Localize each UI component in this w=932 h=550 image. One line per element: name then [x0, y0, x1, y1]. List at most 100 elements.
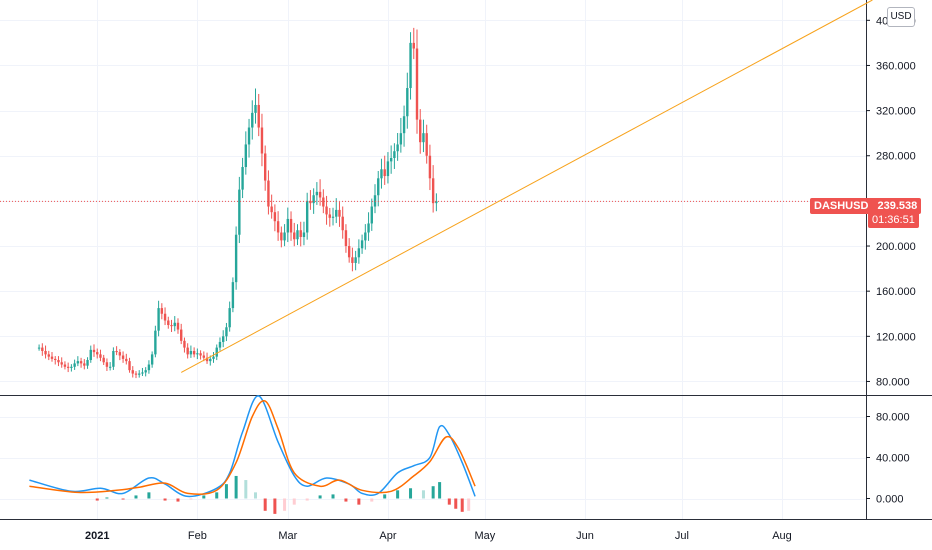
candle-body: [144, 370, 147, 373]
candle-body: [367, 223, 370, 233]
candle-body: [199, 353, 202, 356]
candle-body: [409, 42, 412, 89]
candle-body: [373, 195, 377, 207]
candle-body: [338, 209, 341, 217]
candle-body: [41, 347, 44, 351]
candle-body: [47, 354, 50, 357]
candle-body: [335, 209, 338, 217]
time-axis-label: Apr: [379, 530, 396, 542]
candle-body: [276, 221, 280, 233]
candle-body: [86, 360, 89, 366]
histogram-bar: [105, 497, 109, 499]
candle-body: [196, 353, 199, 355]
candle-body: [118, 352, 122, 356]
candle-body: [412, 42, 415, 49]
histogram-bar: [95, 498, 99, 501]
candle-body: [360, 240, 364, 249]
histogram-bar: [409, 488, 413, 499]
candle-body: [154, 330, 157, 355]
candle-body: [344, 230, 348, 247]
candle-body: [83, 363, 86, 366]
candle-body: [128, 361, 131, 371]
signal-line: [29, 400, 476, 496]
candle-body: [257, 104, 260, 128]
histogram-bar: [224, 484, 228, 499]
candle-body: [289, 218, 293, 233]
candle-body: [347, 246, 351, 258]
histogram-bar: [215, 492, 219, 499]
time-axis-label: Aug: [772, 530, 792, 542]
histogram-bar: [383, 494, 387, 499]
time-axis-label: Feb: [188, 530, 207, 542]
candle-body: [228, 308, 231, 328]
candle-body: [341, 216, 344, 231]
candle-body: [134, 373, 138, 375]
last-price-value: 239.538: [877, 200, 918, 212]
candle-body: [305, 200, 309, 233]
histogram-bar: [421, 490, 425, 499]
candle-body: [357, 248, 361, 258]
candle-body: [92, 349, 96, 353]
price-axis[interactable]: 400.000360.000320.000280.000200.000160.0…: [866, 15, 916, 388]
candle-body: [212, 356, 215, 359]
candle-body: [377, 178, 380, 196]
histogram-bar: [344, 498, 348, 502]
candle-body: [222, 336, 225, 342]
candle-body: [315, 191, 319, 196]
candle-body: [383, 169, 386, 177]
histogram-bar: [431, 486, 435, 499]
histogram-bar: [454, 498, 458, 509]
candle-body: [328, 214, 331, 218]
candle-body: [108, 366, 112, 368]
candle-body: [231, 282, 235, 309]
candle-body: [263, 153, 267, 181]
candle-body: [386, 161, 390, 177]
histogram-bar: [438, 482, 442, 499]
candle-body: [131, 370, 134, 374]
candle-body: [215, 347, 218, 357]
candle-body: [76, 361, 80, 364]
histogram-bar: [234, 475, 238, 499]
candle-body: [380, 169, 383, 179]
time-axis-label: May: [474, 530, 495, 542]
histogram-bar: [396, 490, 400, 499]
currency-button[interactable]: USD: [887, 7, 915, 27]
histogram-bar: [244, 480, 248, 499]
histogram-bar: [292, 498, 296, 505]
indicator-axis[interactable]: 80.000 40.000 0.000: [866, 412, 910, 506]
candle-body: [202, 355, 206, 358]
candle-body: [218, 341, 222, 348]
candle-body: [406, 88, 409, 117]
candle-body: [54, 358, 57, 361]
histogram-bar: [273, 498, 277, 514]
candle-body: [399, 133, 403, 145]
histogram-bar: [318, 495, 322, 499]
candle-body: [138, 373, 141, 375]
candle-body: [60, 362, 63, 365]
candle-body: [163, 313, 167, 321]
candle-body: [260, 127, 264, 154]
histogram-bar: [254, 492, 257, 499]
candle-body: [241, 167, 244, 190]
candle-body: [70, 366, 73, 368]
price-axis-tick-label: 120.000: [876, 331, 916, 343]
candle-body: [244, 144, 248, 168]
trendline[interactable]: [180, 0, 873, 373]
candle-body: [105, 362, 109, 367]
price-axis-tick-label: 320.000: [876, 106, 916, 118]
candle-body: [160, 308, 164, 314]
bar-countdown: 01:36:51: [868, 213, 919, 228]
histogram-bar: [447, 498, 451, 505]
candle-body: [183, 340, 186, 348]
candle-body: [50, 356, 54, 359]
time-axis-label: 2021: [85, 530, 109, 542]
candle-body: [141, 372, 144, 374]
candle-body: [102, 357, 105, 363]
candle-body: [296, 230, 299, 240]
histogram-bar: [134, 495, 138, 499]
histogram-bar: [283, 498, 287, 511]
candle-body: [44, 350, 47, 355]
time-axis[interactable]: 2021 Feb Mar Apr May Jun Jul Aug: [85, 530, 792, 542]
time-axis-label: Mar: [278, 530, 297, 542]
candle-body: [234, 234, 238, 283]
